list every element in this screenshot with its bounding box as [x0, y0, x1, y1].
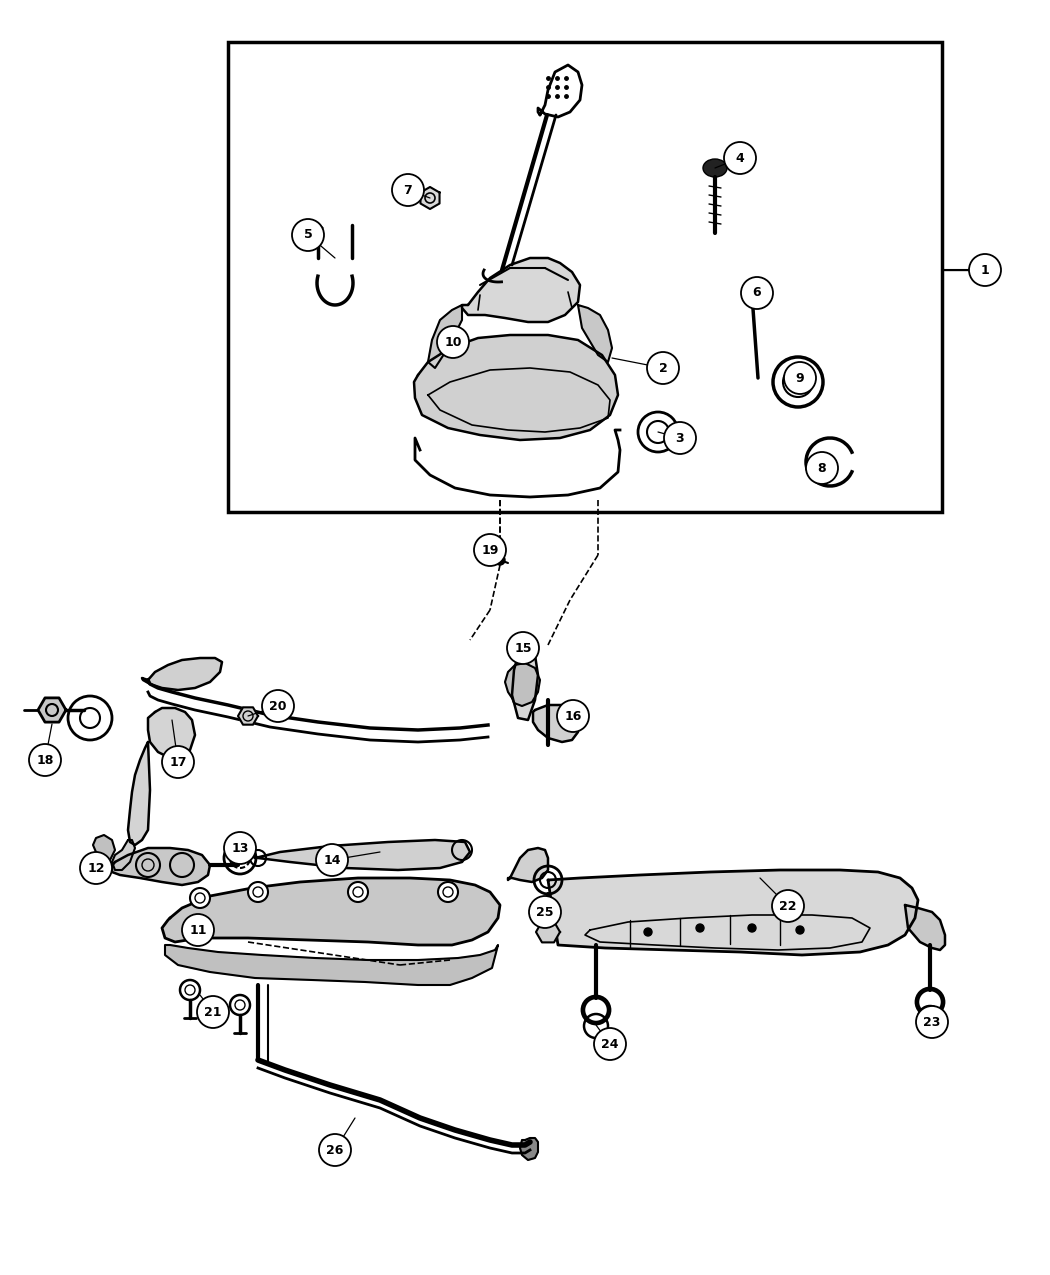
Polygon shape — [252, 840, 470, 870]
Polygon shape — [428, 305, 462, 368]
Circle shape — [80, 852, 112, 884]
Text: 18: 18 — [37, 754, 54, 766]
Circle shape — [348, 882, 368, 901]
Polygon shape — [533, 705, 578, 742]
Circle shape — [197, 996, 229, 1028]
Text: 4: 4 — [736, 152, 744, 164]
Circle shape — [529, 896, 561, 928]
Text: 24: 24 — [602, 1038, 618, 1051]
Text: 15: 15 — [514, 641, 531, 654]
Polygon shape — [128, 742, 150, 845]
Circle shape — [262, 690, 294, 722]
Polygon shape — [238, 708, 258, 724]
Text: 11: 11 — [189, 923, 207, 937]
Circle shape — [724, 142, 756, 173]
Circle shape — [594, 1028, 626, 1060]
Circle shape — [916, 1006, 948, 1038]
Text: 9: 9 — [796, 371, 804, 385]
Text: 12: 12 — [87, 862, 105, 875]
Circle shape — [392, 173, 424, 207]
Circle shape — [664, 422, 696, 454]
Circle shape — [438, 882, 458, 901]
Bar — [228, 42, 942, 513]
Circle shape — [182, 914, 214, 946]
Polygon shape — [536, 922, 560, 942]
Circle shape — [507, 632, 539, 664]
Circle shape — [644, 928, 652, 936]
Circle shape — [29, 745, 61, 776]
Polygon shape — [578, 305, 612, 362]
Text: 25: 25 — [537, 905, 553, 918]
Text: 16: 16 — [564, 709, 582, 723]
Text: 10: 10 — [444, 335, 462, 348]
Polygon shape — [148, 708, 195, 759]
Text: 2: 2 — [658, 362, 668, 375]
Text: 14: 14 — [323, 853, 341, 867]
Circle shape — [190, 887, 210, 908]
Polygon shape — [538, 65, 582, 117]
Circle shape — [796, 926, 804, 935]
Polygon shape — [162, 878, 500, 945]
Polygon shape — [505, 663, 540, 706]
Polygon shape — [414, 335, 618, 440]
Circle shape — [248, 882, 268, 901]
Circle shape — [556, 700, 589, 732]
Circle shape — [319, 1133, 351, 1167]
Circle shape — [647, 352, 679, 384]
Text: 8: 8 — [818, 462, 826, 474]
Circle shape — [806, 453, 838, 484]
Text: 7: 7 — [403, 184, 413, 196]
Circle shape — [772, 890, 804, 922]
Text: 1: 1 — [981, 264, 989, 277]
Polygon shape — [520, 1139, 538, 1160]
Polygon shape — [905, 905, 945, 950]
Circle shape — [224, 833, 256, 864]
Polygon shape — [462, 258, 580, 323]
Circle shape — [316, 844, 348, 876]
Circle shape — [696, 924, 704, 932]
Circle shape — [292, 219, 324, 251]
Circle shape — [748, 924, 756, 932]
Polygon shape — [512, 648, 538, 720]
Polygon shape — [420, 187, 440, 209]
Text: 20: 20 — [269, 700, 287, 713]
Polygon shape — [112, 848, 210, 885]
Text: 3: 3 — [676, 431, 685, 445]
Polygon shape — [38, 697, 66, 722]
Polygon shape — [142, 658, 222, 690]
Circle shape — [495, 555, 505, 565]
Circle shape — [437, 326, 469, 358]
Text: 26: 26 — [327, 1144, 343, 1156]
Polygon shape — [508, 848, 548, 882]
Circle shape — [162, 746, 194, 778]
Ellipse shape — [704, 159, 727, 177]
Circle shape — [969, 254, 1001, 286]
Text: 23: 23 — [923, 1015, 941, 1029]
Circle shape — [784, 362, 816, 394]
Polygon shape — [165, 945, 498, 986]
Text: 13: 13 — [231, 842, 249, 854]
Text: 19: 19 — [481, 543, 499, 556]
Circle shape — [741, 277, 773, 309]
Circle shape — [474, 534, 506, 566]
Text: 21: 21 — [205, 1006, 222, 1019]
Polygon shape — [93, 835, 116, 862]
Polygon shape — [548, 870, 918, 955]
Text: 5: 5 — [303, 228, 313, 241]
Text: 6: 6 — [753, 287, 761, 300]
Text: 22: 22 — [779, 899, 797, 913]
Polygon shape — [112, 840, 135, 870]
Text: 17: 17 — [169, 756, 187, 769]
